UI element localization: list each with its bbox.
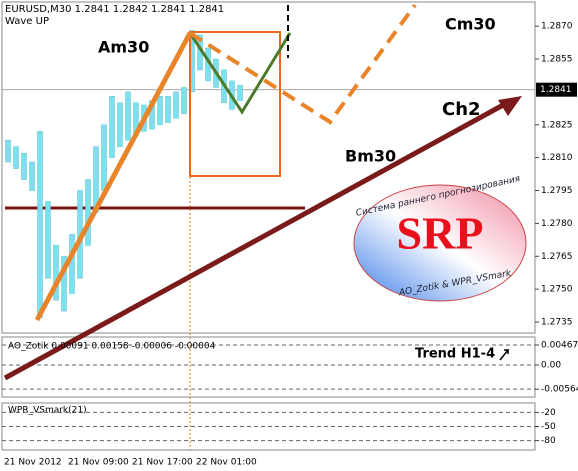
- x-tick-label: 21 Nov 17:00: [132, 458, 193, 468]
- price-bar: [45, 201, 51, 279]
- price-bar: [85, 179, 91, 246]
- price-bar: [21, 153, 27, 180]
- main-title: EURUSD,M30 1.2841 1.2842 1.2841 1.2841: [5, 4, 224, 15]
- price-bar: [61, 256, 67, 312]
- price-bar: [5, 139, 11, 163]
- logo-title: SRP: [397, 208, 484, 259]
- y-tick-label: 1.2765: [541, 252, 573, 262]
- y-tick-label: 1.2825: [541, 120, 573, 130]
- trend-arrow: [499, 349, 510, 361]
- wave-dashed: [188, 3, 417, 125]
- y-tick-label: 1.2750: [541, 285, 573, 295]
- wave-label: Bm30: [345, 147, 396, 166]
- y-tick-label: 1.2735: [541, 318, 573, 328]
- trend-note: Trend H1-4: [415, 347, 495, 362]
- y-tick-label: 0.00: [541, 361, 561, 371]
- wave-label: Am30: [98, 38, 149, 57]
- y-tick-label: 1.2855: [541, 54, 573, 64]
- y-tick-label: -50: [541, 422, 556, 432]
- price-bar: [29, 161, 35, 191]
- ao-title: AO_Zotik 0.00091 0.00158 -0.00006 -0.000…: [8, 342, 216, 352]
- main-panel: [1, 1, 536, 334]
- ch2-arrowhead: [498, 96, 522, 116]
- price-bar: [53, 245, 59, 301]
- price-bar: [117, 102, 123, 147]
- price-bar: [13, 146, 19, 169]
- wave-am30: [34, 31, 193, 322]
- price-bar: [37, 131, 43, 318]
- price-bar: [173, 91, 179, 119]
- main-subtitle: Wave UP: [5, 16, 49, 27]
- y-tick-label: -20: [541, 408, 556, 418]
- last-price-label: 1.2841: [540, 85, 572, 95]
- wave-label: Cm30: [445, 15, 496, 34]
- wave-green: [188, 32, 292, 115]
- wave-box: [189, 31, 281, 177]
- y-tick-label: 1.2870: [541, 22, 573, 32]
- y-tick-label: 0.00467: [541, 341, 578, 351]
- price-bar: [157, 96, 163, 126]
- x-tick-label: 22 Nov 01:00: [196, 458, 257, 468]
- price-bar: [125, 91, 131, 141]
- y-tick-label: 1.2810: [541, 153, 573, 163]
- price-bar: [237, 85, 243, 101]
- logo-ellipse: [353, 184, 527, 302]
- y-tick-label: 1.2780: [541, 219, 573, 229]
- y-tick-label: -0.00564: [541, 385, 578, 395]
- y-tick-label: -80: [541, 436, 556, 446]
- x-tick-label: 21 Nov 09:00: [68, 458, 129, 468]
- wpr-title: WPR_VSmark(21): [8, 406, 87, 416]
- price-bar: [109, 96, 115, 158]
- price-bar: [181, 87, 187, 115]
- price-bar: [101, 124, 107, 191]
- price-bar: [165, 96, 171, 123]
- wave-label: Ch2: [442, 99, 481, 120]
- ao-panel: [1, 336, 536, 398]
- x-tick-label: 21 Nov 2012: [4, 458, 62, 468]
- y-tick-label: 1.2795: [541, 186, 573, 196]
- last-price-box: [536, 82, 577, 97]
- ch2-arrow: [3, 101, 507, 381]
- price-bar: [69, 234, 75, 294]
